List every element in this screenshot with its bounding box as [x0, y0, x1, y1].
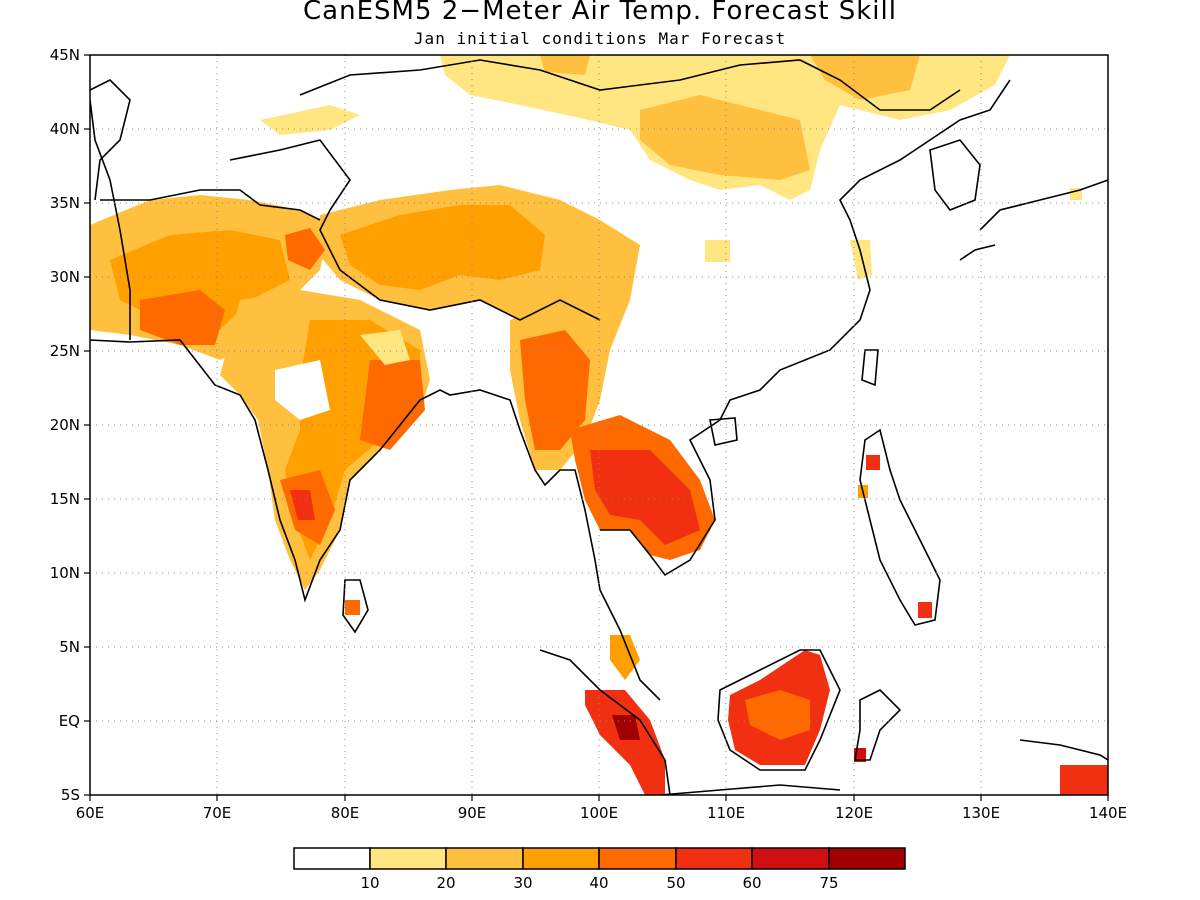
border-china-west: [229, 139, 601, 321]
coast-philippines: [859, 428, 941, 626]
shade-sumatra: [585, 690, 665, 795]
colorbar-label-30: 30: [513, 874, 532, 892]
lon-label-100e: 100E: [580, 804, 618, 822]
border-mongolia: [299, 59, 961, 111]
colorbar-box-3: [522, 847, 600, 870]
map-title: CanESM5 2−Meter Air Temp. Forecast Skill: [303, 0, 897, 26]
shade-png: [1060, 765, 1108, 795]
shade-pakistan-hot: [140, 290, 225, 345]
colorbar-label-20: 20: [436, 874, 455, 892]
border-iran: [90, 99, 131, 340]
lat-label-25n: 25N: [50, 342, 80, 360]
colorbar-box-0: [293, 847, 371, 870]
shade-north-east: [810, 55, 920, 100]
colorbar-label-10: 10: [360, 874, 379, 892]
shade-luzon: [866, 455, 880, 470]
colorbar-label-40: 40: [589, 874, 608, 892]
coast-indochina: [600, 79, 1011, 577]
shade-indochina-red: [590, 450, 700, 545]
shade-borneo-hot: [745, 690, 810, 740]
shade-east-china: [850, 240, 872, 280]
shade-india-east-hot: [360, 360, 425, 450]
lat-label-eq: EQ: [59, 712, 80, 730]
lon-label-120e: 120E: [835, 804, 873, 822]
lat-label-40n: 40N: [50, 120, 80, 138]
coast-sulawesi: [854, 689, 902, 761]
shade-north-west-core: [540, 55, 590, 75]
colorbar-label-75: 75: [819, 874, 838, 892]
coast-korea: [929, 139, 981, 211]
shade-northeast-yellow: [705, 240, 730, 262]
coast-india: [90, 339, 661, 701]
lat-label-20n: 20N: [50, 416, 80, 434]
lat-axis-labels: 45N 40N 35N 30N 25N 20N 15N 10N 5N EQ 5S: [50, 46, 80, 804]
shade-india-red: [290, 490, 315, 520]
colorbar-box-1: [369, 847, 447, 870]
shade-north-core: [640, 95, 810, 180]
lat-label-15n: 15N: [50, 490, 80, 508]
shade-myanmar-core: [520, 330, 590, 450]
lat-label-5s: 5S: [61, 786, 80, 804]
lat-label-35n: 35N: [50, 194, 80, 212]
lon-label-60e: 60E: [76, 804, 105, 822]
lon-label-140e: 140E: [1089, 804, 1127, 822]
coast-srilanka: [342, 579, 369, 634]
colorbar-label-60: 60: [742, 874, 761, 892]
colorbar-box-6: [751, 847, 830, 870]
colorbar: 10 20 30 40 50 60 75: [293, 847, 906, 892]
colorbar-label-50: 50: [666, 874, 685, 892]
shade-kashmir-hot: [285, 228, 325, 270]
coast-japan: [959, 179, 1108, 261]
shade-srilanka: [345, 600, 360, 615]
coastlines: [90, 59, 1108, 795]
coast-caspian: [90, 79, 131, 201]
lon-axis-labels: 60E 70E 80E 90E 100E 110E 120E 130E 140E: [76, 804, 1127, 822]
tick-marks: [84, 54, 1109, 801]
coast-taiwan: [861, 349, 879, 387]
colorbar-box-5: [675, 847, 753, 870]
lon-label-130e: 130E: [962, 804, 1000, 822]
coast-hainan: [709, 417, 738, 446]
border-pakistan: [100, 189, 321, 221]
shade-india-white-1: [275, 360, 330, 420]
shade-malaya: [610, 635, 640, 680]
coast-newguinea: [1019, 739, 1108, 761]
colorbar-box-4: [598, 847, 677, 870]
lon-label-80e: 80E: [331, 804, 360, 822]
shade-india-white-2: [360, 330, 410, 365]
lat-label-30n: 30N: [50, 268, 80, 286]
colorbar-box-7: [828, 847, 906, 870]
lon-label-110e: 110E: [707, 804, 745, 822]
coast-sumatra: [539, 649, 671, 795]
shade-mindanao: [918, 602, 932, 618]
colorbar-box-2: [445, 847, 524, 870]
shade-tibet-core: [340, 205, 545, 290]
coast-java: [659, 784, 841, 795]
skill-shading: [90, 55, 1108, 795]
lon-label-70e: 70E: [203, 804, 232, 822]
lat-label-10n: 10N: [50, 564, 80, 582]
shade-kazakh: [260, 105, 360, 135]
lon-label-90e: 90E: [458, 804, 487, 822]
lat-label-5n: 5N: [59, 638, 80, 656]
map-subtitle: Jan initial conditions Mar Forecast: [413, 29, 787, 48]
lat-label-45n: 45N: [50, 46, 80, 64]
